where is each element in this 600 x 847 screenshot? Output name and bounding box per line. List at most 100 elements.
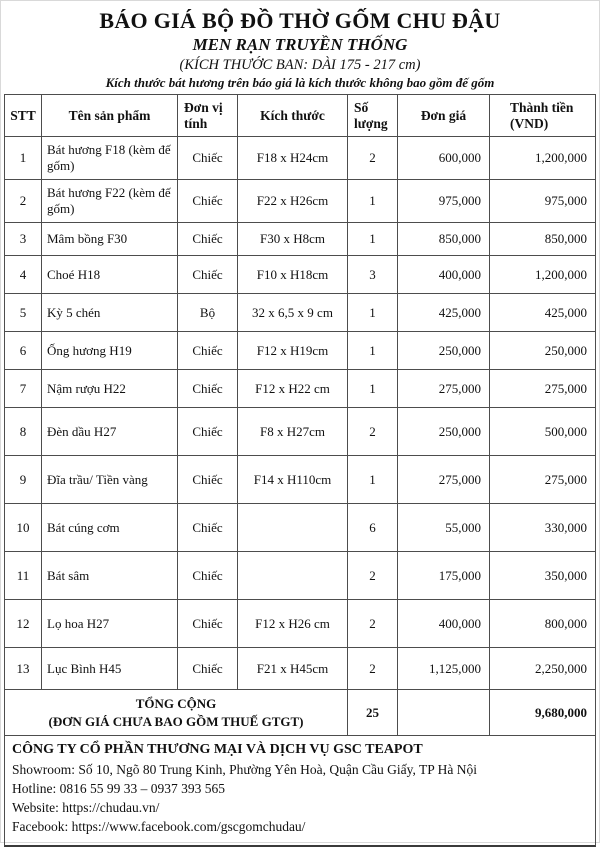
row-stt: 11 (4, 551, 42, 600)
row-amount: 1,200,000 (489, 136, 596, 180)
column-header-size: Kích thước (237, 94, 348, 137)
table-row: 10 Bát cúng cơm Chiếc 6 55,000 330,000 (4, 503, 596, 552)
row-stt: 3 (4, 222, 42, 256)
row-stt: 7 (4, 369, 42, 408)
row-unit: Chiếc (177, 407, 238, 456)
row-product-name: Bát hương F22 (kèm đế gốm) (41, 179, 178, 223)
disclaimer-note: Kích thước bát hương trên báo giá là kíc… (105, 75, 495, 90)
row-product-name: Mâm bồng F30 (41, 222, 178, 256)
row-amount: 850,000 (489, 222, 596, 256)
total-label-line2: (ĐƠN GIÁ CHƯA BAO GỒM THUẾ GTGT) (48, 713, 304, 729)
row-amount: 800,000 (489, 599, 596, 648)
row-unit-price: 850,000 (397, 222, 490, 256)
row-product-name: Nậm rượu H22 (41, 369, 178, 408)
row-product-name: Lọ hoa H27 (41, 599, 178, 648)
column-header-stt: STT (4, 94, 42, 137)
row-stt: 12 (4, 599, 42, 648)
row-amount: 975,000 (489, 179, 596, 223)
table-row: 13 Lục Bình H45 Chiếc F21 x H45cm 2 1,125,000… (4, 647, 596, 690)
row-amount: 500,000 (489, 407, 596, 456)
total-label-line1: TỔNG CỘNG (135, 695, 217, 711)
row-stt: 8 (4, 407, 42, 456)
row-product-name: Bát hương F18 (kèm đế gốm) (41, 136, 178, 180)
row-quantity: 1 (347, 179, 398, 223)
company-name: CÔNG TY CỔ PHẦN THƯƠNG MẠI VÀ DỊCH VỤ GS… (12, 742, 423, 757)
facebook-line: Facebook: https://www.facebook.com/gscgo… (12, 819, 306, 835)
row-product-name: Choé H18 (41, 255, 178, 294)
row-size: F12 x H26 cm (237, 599, 348, 648)
hotline-line: Hotline: 0816 55 99 33 – 0937 393 565 (12, 781, 225, 797)
row-amount: 275,000 (489, 455, 596, 504)
table-row: 11 Bát sâm Chiếc 2 175,000 350,000 (4, 551, 596, 600)
row-quantity: 3 (347, 255, 398, 294)
row-size: F14 x H110cm (237, 455, 348, 504)
row-unit: Chiếc (177, 222, 238, 256)
row-product-name: Bát sâm (41, 551, 178, 600)
row-stt: 13 (4, 647, 42, 690)
row-amount: 330,000 (489, 503, 596, 552)
column-header-product: Tên sản phẩm (41, 94, 178, 137)
total-row: TỔNG CỘNG (ĐƠN GIÁ CHƯA BAO GỒM THUẾ GTG… (4, 689, 596, 736)
row-quantity: 2 (347, 407, 398, 456)
column-header-quantity: Số lượng (347, 94, 398, 137)
table-row: 6 Ống hương H19 Chiếc F12 x H19cm 1 250,000 25… (4, 331, 596, 370)
table-row: 4 Choé H18 Chiếc F10 x H18cm 3 400,000 1,200,0… (4, 255, 596, 294)
row-amount: 250,000 (489, 331, 596, 370)
row-unit-price: 250,000 (397, 331, 490, 370)
row-stt: 9 (4, 455, 42, 504)
row-unit: Chiếc (177, 179, 238, 223)
row-unit-price: 55,000 (397, 503, 490, 552)
row-quantity: 1 (347, 455, 398, 504)
row-size: 32 x 6,5 x 9 cm (237, 293, 348, 332)
row-size: F12 x H22 cm (237, 369, 348, 408)
table-body: 1 Bát hương F18 (kèm đế gốm) Chiếc F18 x H2… (4, 136, 596, 690)
row-size: F21 x H45cm (237, 647, 348, 690)
table-row: 5 Kỳ 5 chén Bộ 32 x 6,5 x 9 cm 1 425,000 425,0… (4, 293, 596, 332)
row-unit-price: 400,000 (397, 255, 490, 294)
column-header-amount: Thành tiền (VND) (489, 94, 596, 137)
row-stt: 1 (4, 136, 42, 180)
row-unit: Chiếc (177, 647, 238, 690)
total-quantity: 25 (347, 689, 398, 736)
total-amount: 9,680,000 (489, 689, 596, 736)
row-amount: 1,200,000 (489, 255, 596, 294)
row-size: F12 x H19cm (237, 331, 348, 370)
row-quantity: 1 (347, 222, 398, 256)
page-subtitle: MEN RẠN TRUYỀN THỐNG (192, 35, 408, 54)
row-product-name: Ống hương H19 (41, 331, 178, 370)
row-unit: Chiếc (177, 599, 238, 648)
row-unit: Chiếc (177, 255, 238, 294)
row-product-name: Đĩa trầu/ Tiền vàng (41, 455, 178, 504)
row-unit: Chiếc (177, 455, 238, 504)
row-unit: Bộ (177, 293, 238, 332)
row-quantity: 1 (347, 293, 398, 332)
row-size: F10 x H18cm (237, 255, 348, 294)
row-product-name: Lục Bình H45 (41, 647, 178, 690)
row-unit-price: 275,000 (397, 369, 490, 408)
price-table: STT Tên sản phẩm Đơn vị tính Kích thước … (4, 94, 596, 736)
row-stt: 6 (4, 331, 42, 370)
row-size: F8 x H27cm (237, 407, 348, 456)
row-quantity: 2 (347, 551, 398, 600)
row-unit-price: 250,000 (397, 407, 490, 456)
row-size (237, 503, 348, 552)
row-unit: Chiếc (177, 136, 238, 180)
row-amount: 2,250,000 (489, 647, 596, 690)
row-unit-price: 400,000 (397, 599, 490, 648)
table-row: 3 Mâm bồng F30 Chiếc F30 x H8cm 1 850,000 850,… (4, 222, 596, 256)
page-title: BÁO GIÁ BỘ ĐỒ THỜ GỐM CHU ĐẬU (99, 8, 501, 33)
row-unit: Chiếc (177, 369, 238, 408)
row-amount: 350,000 (489, 551, 596, 600)
row-unit-price: 975,000 (397, 179, 490, 223)
table-row: 7 Nậm rượu H22 Chiếc F12 x H22 cm 1 275,000 27… (4, 369, 596, 408)
row-stt: 10 (4, 503, 42, 552)
showroom-line: Showroom: Số 10, Ngõ 80 Trung Kinh, Phườ… (12, 761, 477, 777)
table-row: 8 Đèn dầu H27 Chiếc F8 x H27cm 2 250,000 500,0… (4, 407, 596, 456)
row-size: F30 x H8cm (237, 222, 348, 256)
row-quantity: 6 (347, 503, 398, 552)
row-unit-price: 600,000 (397, 136, 490, 180)
website-line: Website: https://chudau.vn/ (12, 800, 160, 816)
row-product-name: Kỳ 5 chén (41, 293, 178, 332)
row-size (237, 551, 348, 600)
total-unit-price-empty (397, 689, 490, 736)
